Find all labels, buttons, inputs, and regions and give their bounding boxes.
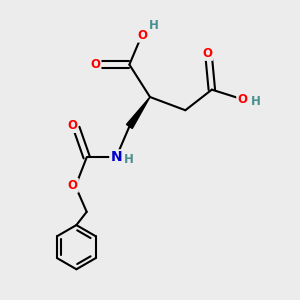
Text: O: O	[202, 47, 212, 60]
Text: O: O	[67, 119, 77, 132]
Text: O: O	[68, 179, 78, 192]
Text: H: H	[124, 153, 134, 166]
Text: N: N	[110, 150, 122, 164]
Text: O: O	[91, 58, 100, 71]
Text: H: H	[251, 95, 261, 108]
Text: H: H	[148, 19, 158, 32]
Polygon shape	[127, 97, 150, 128]
Text: O: O	[237, 93, 247, 106]
Text: O: O	[138, 29, 148, 42]
